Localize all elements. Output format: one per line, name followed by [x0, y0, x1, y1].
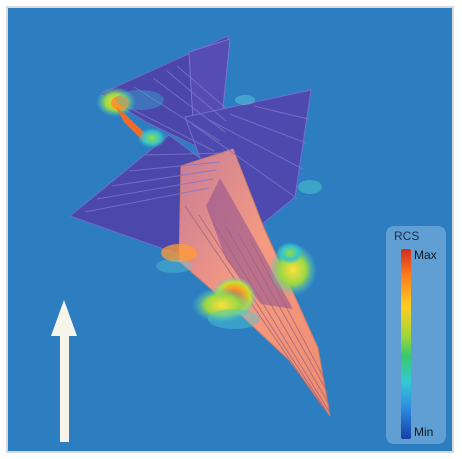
orientation-arrow	[51, 300, 77, 442]
hotspot-side-green	[276, 242, 304, 264]
aircraft-rcs-scene	[51, 35, 331, 442]
hotspot-upper-cyan	[116, 90, 164, 110]
hotspot-left-fuselage-orange	[161, 244, 197, 262]
rcs-legend: RCS Max Min	[386, 226, 446, 444]
hotspot-lower-yellow	[192, 287, 252, 323]
arrow-shaft	[60, 333, 69, 442]
arrow-head	[51, 300, 77, 336]
rcs-color-scale	[401, 249, 411, 439]
legend-max-label: Max	[414, 248, 437, 262]
rcs-hotspots	[96, 87, 322, 329]
hotspot-left-edge-cyan	[156, 259, 192, 273]
legend-min-label: Min	[414, 425, 434, 439]
fuselage-panel-lines	[184, 205, 331, 414]
hotspot-wing-mid	[138, 128, 166, 148]
hotspot-tail-cyan	[235, 95, 255, 105]
rcs-visualization-frame: RCS Max Min	[6, 6, 454, 453]
legend-title: RCS	[394, 229, 420, 243]
hotspot-left-cyan	[208, 309, 260, 329]
hotspot-right-small	[298, 180, 322, 194]
hotspot-wingtip-core	[111, 96, 129, 110]
